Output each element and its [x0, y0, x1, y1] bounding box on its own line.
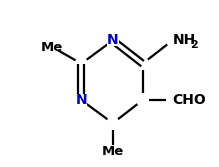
Text: 2: 2: [190, 40, 198, 50]
Bar: [107, 35, 119, 46]
Text: Me: Me: [102, 145, 124, 158]
Text: CHO: CHO: [172, 93, 206, 107]
Text: NH: NH: [172, 33, 196, 47]
Text: N: N: [76, 93, 87, 107]
Text: N: N: [107, 33, 119, 47]
Bar: [76, 94, 87, 106]
Text: Me: Me: [41, 41, 64, 54]
